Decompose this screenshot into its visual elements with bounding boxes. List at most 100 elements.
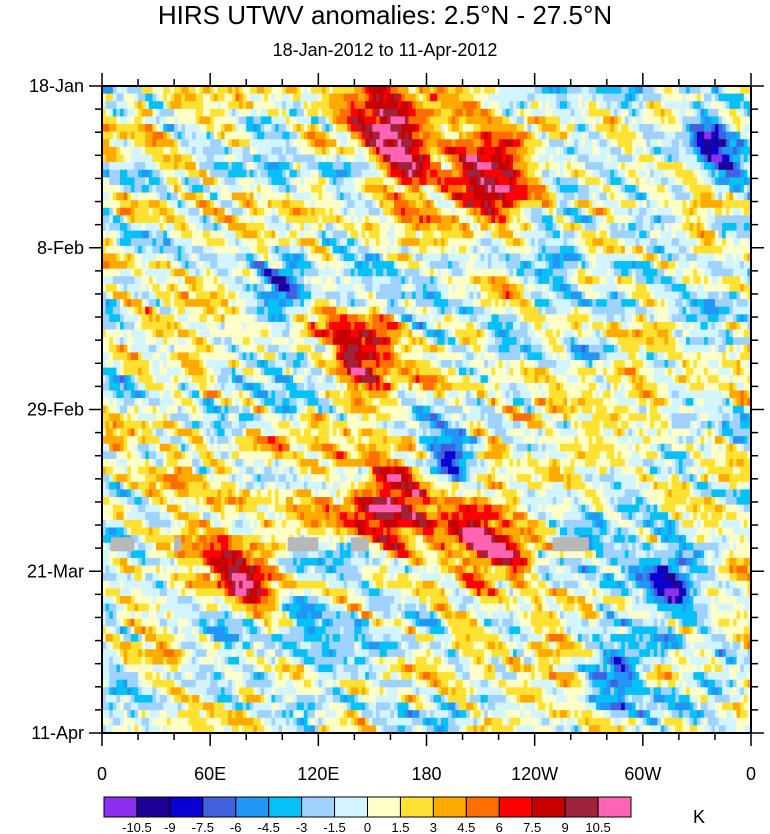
heatmap-cell: [747, 238, 751, 247]
heatmap-cell: [394, 116, 399, 125]
heatmap-cell: [599, 131, 604, 140]
heatmap-cell: [678, 101, 683, 110]
heatmap-cell: [188, 146, 193, 155]
heatmap-cell: [343, 223, 348, 232]
heatmap-cell: [289, 230, 294, 239]
heatmap-cell: [700, 276, 705, 285]
heatmap-cell: [509, 101, 514, 110]
heatmap-cell: [163, 139, 168, 148]
heatmap-cell: [350, 291, 355, 300]
heatmap-cell: [296, 86, 301, 95]
heatmap-cell: [296, 261, 301, 270]
heatmap-cell: [156, 116, 161, 125]
heatmap-cell: [336, 192, 341, 201]
heatmap-cell: [282, 268, 287, 277]
heatmap-cell: [732, 230, 737, 239]
heatmap-cell: [552, 101, 557, 110]
heatmap-cell: [397, 146, 402, 155]
heatmap-cell: [202, 108, 207, 117]
heatmap-cell: [102, 154, 107, 163]
heatmap-cell: [282, 223, 287, 232]
heatmap-cell: [588, 177, 593, 186]
heatmap-cell: [707, 177, 712, 186]
heatmap-cell: [552, 162, 557, 171]
heatmap-cell: [574, 131, 579, 140]
heatmap-cell: [581, 215, 586, 224]
heatmap-cell: [455, 177, 460, 186]
heatmap-cell: [458, 124, 463, 133]
heatmap-cell: [610, 230, 615, 239]
heatmap-cell: [296, 184, 301, 193]
heatmap-cell: [455, 230, 460, 239]
heatmap-cell: [206, 268, 211, 277]
heatmap-cell: [206, 230, 211, 239]
heatmap-cell: [159, 162, 164, 171]
heatmap-cell: [181, 283, 186, 292]
heatmap-cell: [639, 276, 644, 285]
heatmap-cell: [725, 200, 730, 209]
heatmap-cell: [181, 101, 186, 110]
heatmap-cell: [307, 223, 312, 232]
heatmap-cell: [239, 291, 244, 300]
heatmap-cell: [747, 86, 751, 95]
heatmap-cell: [682, 146, 687, 155]
heatmap-cell: [390, 253, 395, 262]
heatmap-cell: [314, 169, 319, 178]
heatmap-cell: [599, 245, 604, 254]
heatmap-cell: [639, 192, 644, 201]
heatmap-cell: [635, 261, 640, 270]
heatmap-cell: [109, 116, 114, 125]
heatmap-cell: [707, 184, 712, 193]
heatmap-cell: [422, 291, 427, 300]
heatmap-cell: [195, 261, 200, 270]
heatmap-cell: [484, 291, 489, 300]
heatmap-cell: [556, 207, 561, 216]
heatmap-cell: [145, 238, 150, 247]
heatmap-cell: [531, 200, 536, 209]
heatmap-cell: [105, 131, 110, 140]
heatmap-cell: [689, 200, 694, 209]
heatmap-cell: [239, 261, 244, 270]
heatmap-cell: [325, 200, 330, 209]
heatmap-cell: [567, 162, 572, 171]
heatmap-cell: [462, 86, 467, 95]
heatmap-cell: [192, 268, 197, 277]
heatmap-cell: [559, 230, 564, 239]
heatmap-cell: [632, 276, 637, 285]
heatmap-cell: [682, 108, 687, 117]
heatmap-cell: [725, 139, 730, 148]
heatmap-cell: [476, 169, 481, 178]
heatmap-cell: [138, 207, 143, 216]
heatmap-cell: [293, 192, 298, 201]
heatmap-cell: [134, 86, 139, 95]
heatmap-cell: [354, 177, 359, 186]
heatmap-cell: [437, 162, 442, 171]
heatmap-cell: [585, 230, 590, 239]
heatmap-cell: [520, 169, 525, 178]
heatmap-cell: [736, 146, 741, 155]
heatmap-cell: [621, 268, 626, 277]
heatmap-cell: [704, 86, 709, 95]
heatmap-cell: [693, 86, 698, 95]
heatmap-cell: [336, 93, 341, 102]
heatmap-cell: [509, 131, 514, 140]
heatmap-cell: [145, 283, 150, 292]
heatmap-cell: [267, 184, 272, 193]
heatmap-cell: [130, 154, 135, 163]
heatmap-cell: [430, 276, 435, 285]
heatmap-cell: [228, 139, 233, 148]
heatmap-cell: [534, 116, 539, 125]
heatmap-cell: [541, 200, 546, 209]
heatmap-cell: [426, 215, 431, 224]
heatmap-cell: [159, 86, 164, 95]
heatmap-cell: [520, 268, 525, 277]
heatmap-cell: [635, 223, 640, 232]
heatmap-cell: [127, 283, 132, 292]
heatmap-cell: [455, 268, 460, 277]
heatmap-cell: [300, 146, 305, 155]
heatmap-cell: [102, 93, 107, 102]
heatmap-cell: [639, 108, 644, 117]
heatmap-cell: [502, 215, 507, 224]
heatmap-cell: [646, 146, 651, 155]
heatmap-cell: [163, 131, 168, 140]
